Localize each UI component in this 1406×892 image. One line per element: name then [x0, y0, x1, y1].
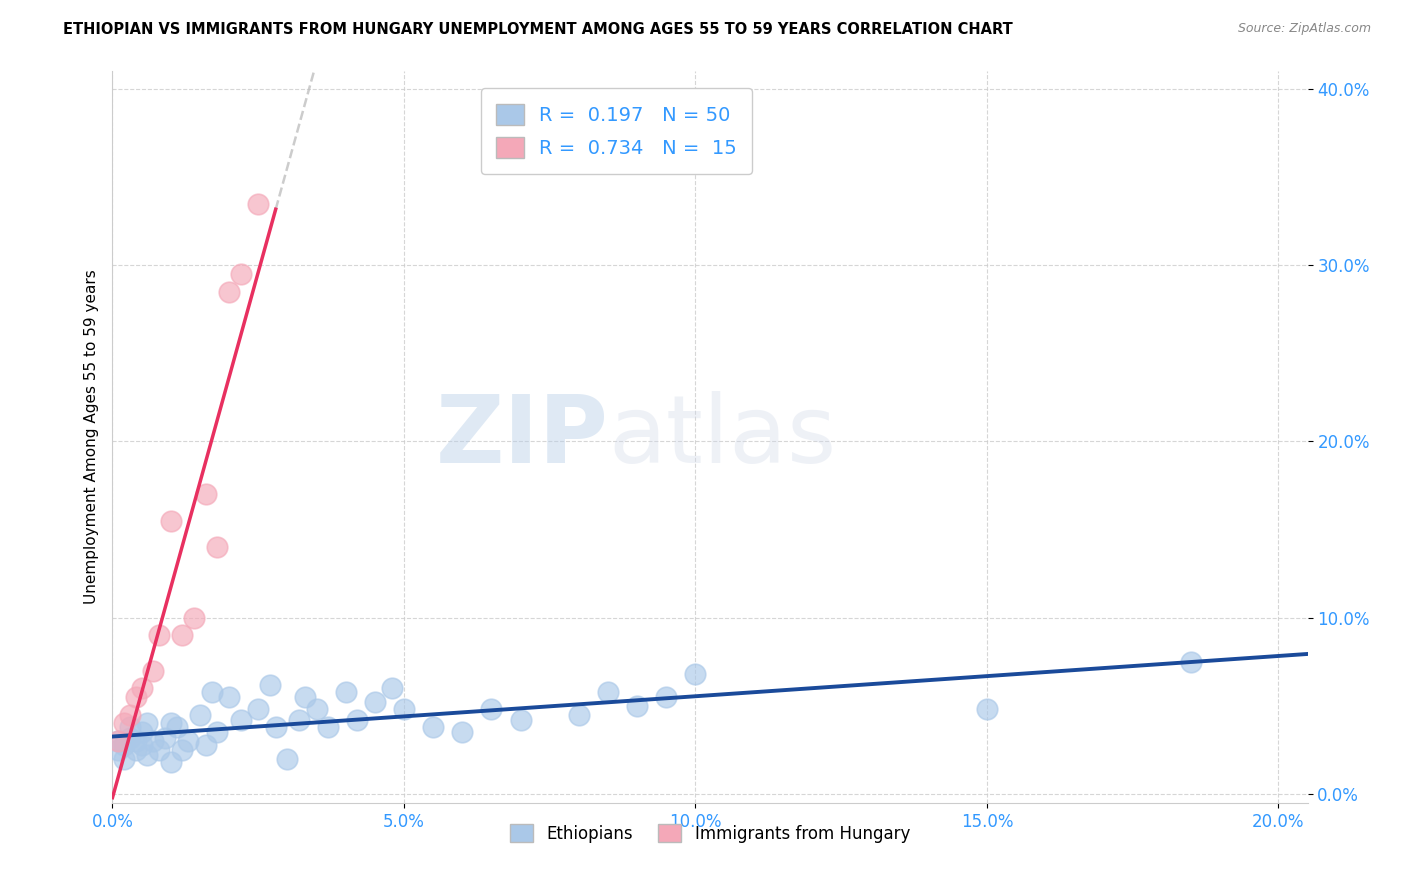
Point [107, 734, 129, 748]
Point [136, 716, 159, 731]
Point [392, 702, 415, 716]
Text: ZIP: ZIP [436, 391, 609, 483]
Point [188, 707, 211, 722]
Point [112, 716, 135, 731]
Text: ETHIOPIAN VS IMMIGRANTS FROM HUNGARY UNEMPLOYMENT AMONG AGES 55 TO 59 YEARS CORR: ETHIOPIAN VS IMMIGRANTS FROM HUNGARY UNE… [63, 22, 1012, 37]
Point [305, 702, 328, 716]
Point [316, 720, 339, 734]
Point [509, 713, 531, 727]
Point [207, 540, 229, 554]
Point [247, 702, 270, 716]
Point [229, 267, 252, 281]
Point [118, 720, 141, 734]
Point [294, 690, 316, 704]
Point [247, 196, 270, 211]
Point [166, 720, 188, 734]
Point [685, 667, 707, 681]
Point [159, 716, 181, 731]
Point [131, 725, 153, 739]
Point [481, 702, 503, 716]
Point [148, 628, 170, 642]
Point [118, 731, 141, 745]
Point [172, 743, 194, 757]
Point [183, 611, 205, 625]
Point [194, 487, 217, 501]
Point [112, 752, 135, 766]
Point [976, 702, 998, 716]
Point [264, 720, 287, 734]
Point [153, 731, 176, 745]
Point [259, 678, 281, 692]
Point [125, 690, 148, 704]
Point [276, 752, 298, 766]
Point [218, 285, 240, 299]
Point [136, 748, 159, 763]
Point [1180, 655, 1202, 669]
Point [655, 690, 678, 704]
Point [148, 743, 170, 757]
Text: atlas: atlas [609, 391, 837, 483]
Point [159, 514, 181, 528]
Point [194, 738, 217, 752]
Point [381, 681, 404, 696]
Point [125, 734, 148, 748]
Legend: Ethiopians, Immigrants from Hungary: Ethiopians, Immigrants from Hungary [503, 818, 917, 849]
Point [200, 685, 222, 699]
Point [125, 743, 148, 757]
Point [118, 707, 141, 722]
Point [131, 738, 153, 752]
Point [107, 743, 129, 757]
Text: Source: ZipAtlas.com: Source: ZipAtlas.com [1237, 22, 1371, 36]
Point [626, 698, 648, 713]
Y-axis label: Unemployment Among Ages 55 to 59 years: Unemployment Among Ages 55 to 59 years [83, 269, 98, 605]
Point [107, 734, 129, 748]
Point [568, 707, 591, 722]
Point [131, 681, 153, 696]
Point [177, 734, 200, 748]
Point [218, 690, 240, 704]
Point [172, 628, 194, 642]
Point [142, 664, 165, 678]
Point [422, 720, 444, 734]
Point [288, 713, 311, 727]
Point [335, 685, 357, 699]
Point [112, 738, 135, 752]
Point [229, 713, 252, 727]
Point [346, 713, 368, 727]
Point [159, 756, 181, 770]
Point [142, 734, 165, 748]
Point [596, 685, 619, 699]
Point [364, 695, 387, 709]
Point [451, 725, 474, 739]
Point [207, 725, 229, 739]
